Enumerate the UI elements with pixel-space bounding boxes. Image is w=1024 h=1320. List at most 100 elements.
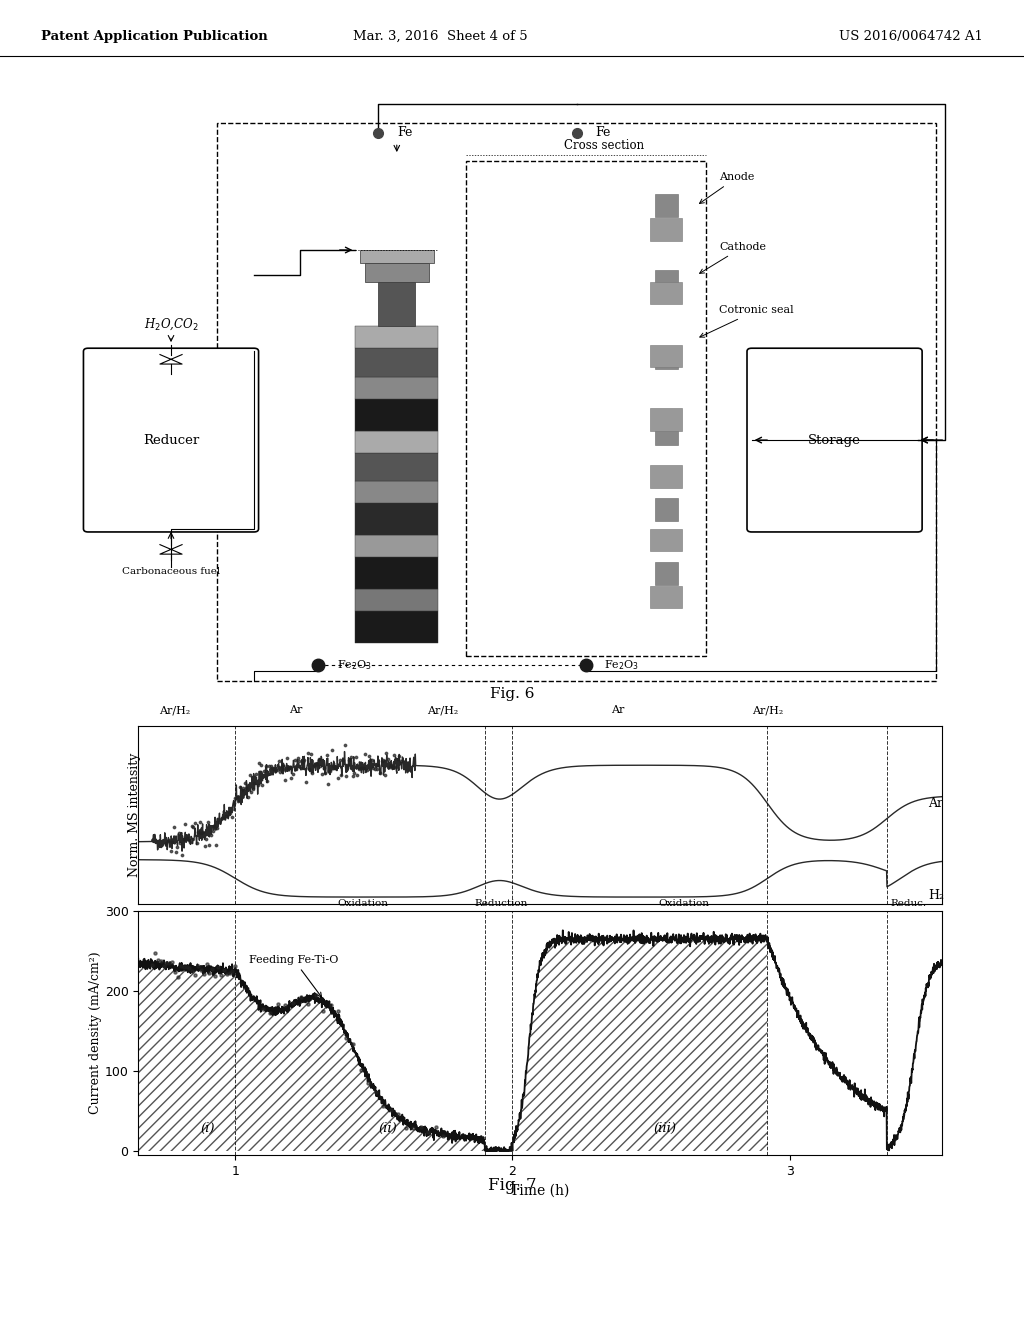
Point — [253, 755, 269, 776]
Point — [265, 759, 282, 780]
Text: Feeding Fe-Ti-O: Feeding Fe-Ti-O — [249, 954, 339, 997]
Point — [184, 960, 201, 981]
Point — [167, 961, 183, 982]
FancyBboxPatch shape — [477, 337, 657, 379]
Bar — [355, 535, 438, 557]
Point — [375, 750, 391, 771]
Bar — [355, 482, 438, 503]
Point — [313, 763, 330, 784]
Point — [248, 764, 264, 785]
Point — [292, 986, 308, 1007]
Point — [164, 832, 180, 853]
Point — [222, 803, 239, 824]
FancyBboxPatch shape — [475, 516, 659, 564]
FancyBboxPatch shape — [475, 269, 659, 317]
FancyBboxPatch shape — [475, 396, 659, 444]
Text: Ar: Ar — [928, 797, 943, 810]
Point — [355, 758, 372, 779]
Point — [345, 1034, 361, 1055]
Point — [174, 845, 190, 866]
Text: Fe: Fe — [397, 127, 413, 140]
Bar — [355, 326, 438, 348]
Point — [360, 746, 377, 767]
Point — [251, 752, 267, 774]
Point — [227, 956, 244, 977]
Bar — [379, 281, 416, 326]
Bar — [466, 161, 706, 656]
Point — [290, 747, 306, 768]
Point — [233, 780, 250, 801]
Point — [279, 747, 295, 768]
Text: Ar: Ar — [611, 705, 625, 715]
Point — [347, 747, 364, 768]
Text: Reducer: Reducer — [143, 433, 199, 446]
Point — [397, 1117, 414, 1138]
Bar — [355, 430, 438, 453]
Point — [377, 764, 393, 785]
Point — [374, 751, 390, 772]
Point — [158, 833, 174, 854]
Point — [193, 960, 209, 981]
Point — [227, 788, 244, 809]
Point — [336, 734, 352, 755]
Bar — [655, 562, 678, 585]
Point — [291, 751, 307, 772]
Point — [304, 763, 321, 784]
Text: Fig. 7: Fig. 7 — [487, 1177, 537, 1193]
Point — [293, 758, 309, 779]
Point — [435, 1126, 452, 1147]
Point — [161, 953, 177, 974]
Point — [288, 758, 304, 779]
Point — [338, 766, 354, 787]
Bar — [355, 348, 438, 376]
Point — [160, 830, 176, 851]
Point — [310, 748, 327, 770]
Point — [214, 808, 230, 829]
Point — [182, 832, 199, 853]
Point — [282, 756, 298, 777]
Point — [362, 750, 379, 771]
Point — [343, 746, 359, 767]
Point — [295, 752, 311, 774]
FancyBboxPatch shape — [477, 185, 657, 227]
Point — [218, 964, 234, 985]
Text: Anode: Anode — [699, 173, 755, 203]
Text: Cathode: Cathode — [699, 242, 766, 273]
Point — [381, 756, 397, 777]
Bar — [655, 422, 678, 445]
Point — [386, 744, 402, 766]
Bar — [650, 345, 683, 367]
Point — [228, 787, 245, 808]
Point — [267, 760, 284, 781]
Point — [285, 763, 301, 784]
FancyBboxPatch shape — [475, 573, 659, 620]
Point — [206, 816, 222, 837]
Point — [254, 775, 270, 796]
Text: Ar/H₂: Ar/H₂ — [427, 705, 459, 715]
Point — [171, 822, 187, 843]
Point — [208, 834, 224, 855]
Point — [243, 781, 259, 803]
Point — [185, 816, 202, 837]
Point — [210, 956, 226, 977]
Text: (iii): (iii) — [653, 1122, 677, 1135]
Point — [300, 993, 316, 1014]
Point — [211, 812, 227, 833]
FancyBboxPatch shape — [748, 348, 923, 532]
Point — [161, 829, 177, 850]
Point — [168, 841, 184, 862]
Point — [389, 748, 406, 770]
FancyBboxPatch shape — [475, 333, 659, 380]
Text: Cotronic seal: Cotronic seal — [699, 305, 794, 337]
Bar — [655, 271, 678, 293]
Point — [346, 763, 362, 784]
Point — [175, 829, 191, 850]
Point — [213, 965, 229, 986]
Point — [390, 1104, 407, 1125]
Point — [203, 825, 219, 846]
Point — [219, 805, 236, 826]
Point — [196, 964, 212, 985]
FancyBboxPatch shape — [84, 348, 258, 532]
Point — [368, 1081, 384, 1102]
Text: (ii): (ii) — [378, 1122, 397, 1135]
